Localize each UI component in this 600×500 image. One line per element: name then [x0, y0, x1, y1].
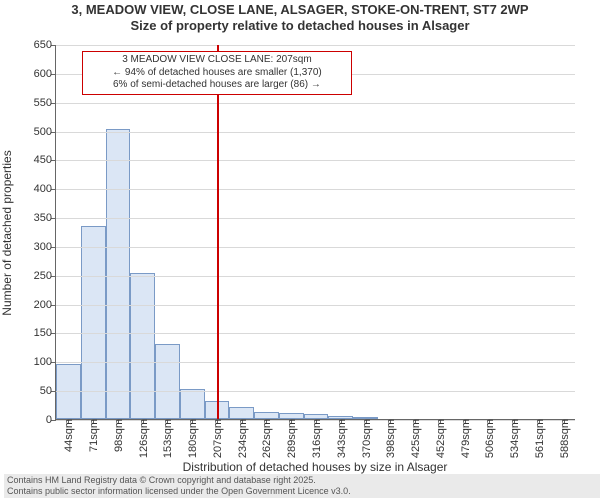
gridline	[56, 160, 575, 161]
xtick-label: 207sqm	[210, 419, 224, 458]
ytick-label: 350	[34, 212, 56, 224]
xtick-label: 398sqm	[383, 419, 397, 458]
gridline	[56, 132, 575, 133]
xtick-label: 588sqm	[557, 419, 571, 458]
gridline	[56, 362, 575, 363]
footer-line-1: Contains HM Land Registry data © Crown c…	[7, 475, 316, 485]
xtick-label: 479sqm	[458, 419, 472, 458]
xtick-label: 425sqm	[408, 419, 422, 458]
xtick-label: 98sqm	[111, 419, 125, 452]
histogram-bar	[106, 129, 131, 419]
chart-title: 3, MEADOW VIEW, CLOSE LANE, ALSAGER, STO…	[0, 2, 600, 35]
xtick-label: 180sqm	[185, 419, 199, 458]
gridline	[56, 333, 575, 334]
histogram-bar	[180, 389, 205, 419]
xtick-label: 234sqm	[235, 419, 249, 458]
xtick-label: 316sqm	[309, 419, 323, 458]
chart-container: 3, MEADOW VIEW, CLOSE LANE, ALSAGER, STO…	[0, 0, 600, 500]
histogram-bar	[254, 412, 279, 419]
footer-attribution: Contains HM Land Registry data © Crown c…	[4, 474, 600, 498]
xtick-label: 262sqm	[259, 419, 273, 458]
gridline	[56, 189, 575, 190]
xtick-label: 370sqm	[359, 419, 373, 458]
ytick-label: 450	[34, 154, 56, 166]
xtick-label: 153sqm	[160, 419, 174, 458]
callout-line-1: 3 MEADOW VIEW CLOSE LANE: 207sqm	[122, 54, 312, 65]
title-line-2: Size of property relative to detached ho…	[130, 18, 469, 33]
ytick-label: 200	[34, 299, 56, 311]
xtick-label: 561sqm	[532, 419, 546, 458]
ytick-label: 250	[34, 270, 56, 282]
callout-line-3: 6% of semi-detached houses are larger (8…	[113, 79, 321, 90]
gridline	[56, 218, 575, 219]
xtick-label: 534sqm	[507, 419, 521, 458]
ytick-label: 100	[34, 356, 56, 368]
gridline	[56, 276, 575, 277]
ytick-label: 150	[34, 327, 56, 339]
gridline	[56, 391, 575, 392]
xtick-label: 343sqm	[334, 419, 348, 458]
gridline	[56, 247, 575, 248]
ytick-label: 650	[34, 39, 56, 51]
ytick-label: 600	[34, 68, 56, 80]
ytick-label: 0	[46, 414, 56, 426]
ytick-label: 550	[34, 97, 56, 109]
xtick-label: 452sqm	[433, 419, 447, 458]
histogram-bar	[81, 226, 106, 419]
histogram-bar	[130, 273, 155, 419]
xtick-label: 506sqm	[482, 419, 496, 458]
gridline	[56, 45, 575, 46]
histogram-bar	[155, 344, 180, 419]
callout-line-2: ← 94% of detached houses are smaller (1,…	[112, 67, 322, 78]
y-axis-label: Number of detached properties	[0, 150, 14, 315]
footer-line-2: Contains public sector information licen…	[7, 486, 351, 496]
xtick-label: 44sqm	[61, 419, 75, 452]
xtick-label: 126sqm	[136, 419, 150, 458]
gridline	[56, 305, 575, 306]
x-axis-label: Distribution of detached houses by size …	[55, 460, 575, 474]
plot-area: 0501001502002503003504004505005506006504…	[55, 45, 575, 420]
property-callout: 3 MEADOW VIEW CLOSE LANE: 207sqm ← 94% of…	[82, 51, 352, 95]
ytick-label: 500	[34, 126, 56, 138]
ytick-label: 300	[34, 241, 56, 253]
gridline	[56, 103, 575, 104]
xtick-label: 71sqm	[86, 419, 100, 452]
histogram-bar	[229, 407, 254, 419]
ytick-label: 50	[40, 385, 56, 397]
xtick-label: 289sqm	[284, 419, 298, 458]
property-marker-line	[217, 45, 219, 419]
title-line-1: 3, MEADOW VIEW, CLOSE LANE, ALSAGER, STO…	[71, 2, 528, 17]
ytick-label: 400	[34, 183, 56, 195]
